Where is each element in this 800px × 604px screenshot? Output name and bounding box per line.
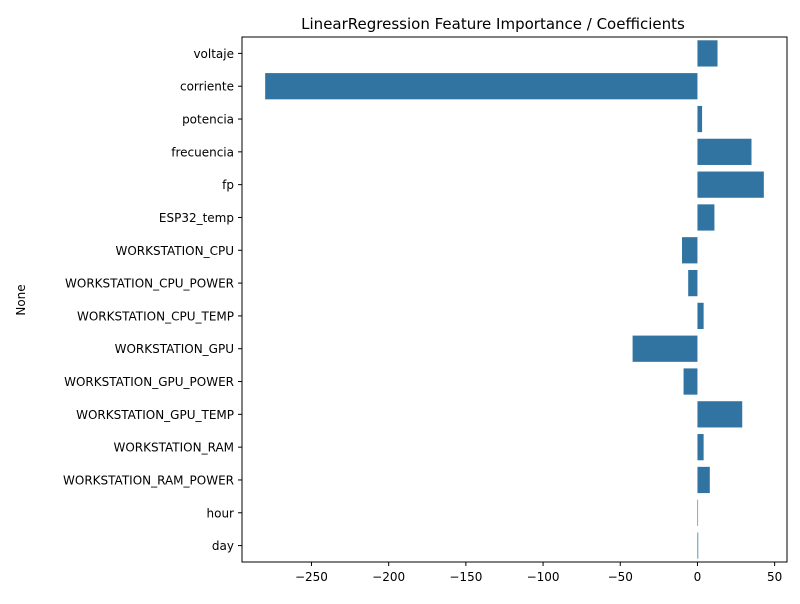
y-tick-label: WORKSTATION_GPU_POWER <box>64 375 234 389</box>
y-tick-label: ESP32_temp <box>159 211 234 225</box>
x-tick-label: −50 <box>608 570 633 584</box>
bar-WORKSTATION_CPU_POWER <box>688 269 698 297</box>
bar-WORKSTATION_GPU_TEMP <box>697 401 743 428</box>
bar-fp <box>697 171 764 198</box>
y-tick-label: fp <box>222 178 234 192</box>
bar-WORKSTATION_CPU <box>682 237 698 264</box>
bar-WORKSTATION_RAM_POWER <box>697 466 710 494</box>
x-tick-label: −200 <box>372 570 405 584</box>
bar-WORKSTATION_CPU_TEMP <box>697 302 704 330</box>
y-tick-label: corriente <box>180 80 234 94</box>
x-tick-label: −150 <box>449 570 482 584</box>
y-tick-label: WORKSTATION_CPU_TEMP <box>77 309 234 323</box>
chart-title: LinearRegression Feature Importance / Co… <box>301 15 685 33</box>
y-tick-label: hour <box>207 506 235 520</box>
y-tick-label: day <box>212 539 234 553</box>
bar-WORKSTATION_GPU_POWER <box>683 368 698 395</box>
plot-frame <box>241 36 788 563</box>
x-tick-label: 50 <box>767 570 782 584</box>
bar-voltaje <box>697 40 718 67</box>
x-tick-label: −250 <box>295 570 328 584</box>
bar-corriente <box>265 73 698 100</box>
bar-frecuencia <box>697 138 752 165</box>
x-tick-label: 0 <box>694 570 702 584</box>
bar-WORKSTATION_RAM <box>697 434 704 461</box>
bar-ESP32_temp <box>697 204 715 231</box>
y-tick-label: WORKSTATION_CPU_POWER <box>65 277 234 291</box>
y-tick-label: WORKSTATION_RAM <box>113 441 234 455</box>
x-tick-label: −100 <box>527 570 560 584</box>
bars-layer <box>265 40 764 559</box>
y-tick-label: frecuencia <box>171 145 234 159</box>
y-tick-label: WORKSTATION_GPU_TEMP <box>76 408 234 422</box>
y-tick-label: WORKSTATION_CPU <box>116 244 235 258</box>
bar-WORKSTATION_GPU <box>632 335 698 362</box>
y-tick-label: WORKSTATION_GPU <box>115 342 234 356</box>
bar-day <box>697 532 699 559</box>
axes-layer: voltaje corriente potencia frecuencia fp ESP3… <box>63 36 788 584</box>
y-tick-label: voltaje <box>193 47 234 61</box>
bar-hour <box>697 499 699 526</box>
y-axis-label: None <box>14 284 28 315</box>
y-tick-label: WORKSTATION_RAM_POWER <box>63 473 234 487</box>
bar-potencia <box>697 105 703 133</box>
y-tick-label: potencia <box>182 113 234 127</box>
